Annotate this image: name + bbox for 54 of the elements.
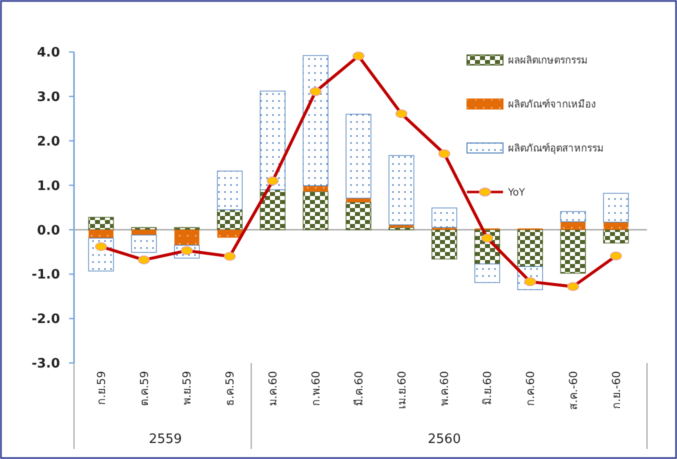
legend-label: YoY <box>507 188 526 198</box>
bar <box>388 224 414 228</box>
bar <box>474 264 500 283</box>
bar <box>560 229 586 274</box>
y-tick-label: 4.0 <box>36 46 60 61</box>
bar <box>174 230 200 246</box>
x-tick-label: ก.ย.-60 <box>610 371 623 409</box>
x-tick-label: ก.พ.60 <box>309 371 322 406</box>
x-tick-label: ต.ค.59 <box>138 371 151 406</box>
bar <box>517 229 543 267</box>
bar <box>603 192 629 223</box>
x-tick-label: ก.ย.59 <box>94 371 108 405</box>
bar <box>260 189 286 230</box>
bar <box>560 211 586 222</box>
bar <box>604 222 628 230</box>
legend-label: ผลผลิตเกษตรกรรม <box>508 56 588 66</box>
bar <box>432 208 458 228</box>
bar <box>603 229 629 244</box>
bar <box>216 209 243 230</box>
y-tick-label: -1.0 <box>32 268 60 283</box>
bar <box>88 230 114 238</box>
x-tick-label: มี.ค.60 <box>352 371 366 406</box>
text: 2560 <box>428 432 461 447</box>
y-tick-label: 0.0 <box>36 223 60 238</box>
x-tick-label: ม.ค.60 <box>266 371 280 406</box>
x-tick-label: พ.ย.59 <box>180 371 194 405</box>
bar <box>346 114 372 199</box>
x-tick-label: ส.ค.-60 <box>566 371 580 410</box>
y-tick-label: 1.0 <box>36 178 60 194</box>
bar <box>302 191 328 230</box>
y-tick-label: -3.0 <box>32 356 60 372</box>
legend-label: ผลิตภัณฑ์อุตสาหกรรม <box>508 142 604 154</box>
x-tick-label: มิ.ย.60 <box>481 371 494 405</box>
bar <box>260 90 286 190</box>
bar <box>432 229 458 260</box>
bar <box>216 170 243 210</box>
y-tick-label: -2.0 <box>32 312 60 328</box>
bar <box>346 202 372 230</box>
bar <box>560 222 586 230</box>
y-tick-label: 2.0 <box>36 134 60 150</box>
y-tick-label: 3.0 <box>36 90 60 105</box>
bar <box>302 55 328 186</box>
x-tick-label: เม.ย.60 <box>395 371 408 409</box>
text: 2559 <box>148 432 182 447</box>
bar <box>131 230 156 236</box>
legend-label: ผลิตภัณฑ์จากเหมือง <box>508 98 596 110</box>
bar <box>131 234 157 253</box>
bar <box>88 216 114 230</box>
bar <box>217 230 242 238</box>
x-tick-label: ก.ค.60 <box>524 371 537 406</box>
x-tick-label: พ.ค.60 <box>438 371 452 406</box>
x-tick-label: ธ.ค.59 <box>224 371 237 406</box>
bar <box>303 186 328 192</box>
bar <box>388 155 414 226</box>
